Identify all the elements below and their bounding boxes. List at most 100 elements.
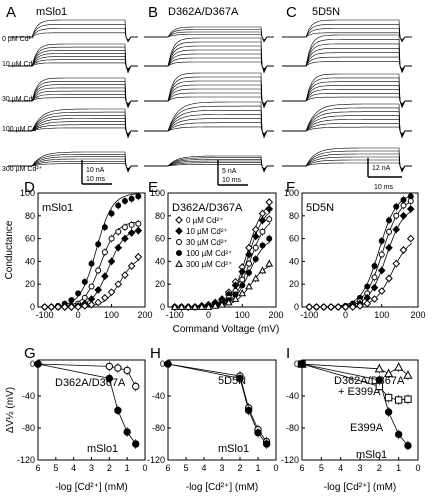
scale-time-c: 10 ms [374, 184, 394, 191]
trace-0-0-3 [8, 19, 138, 43]
legend-marker-0 [175, 216, 183, 224]
trace-0-2-6 [8, 77, 138, 109]
trace-1-3-6 [144, 101, 274, 139]
trace-1-3-0 [144, 126, 274, 135]
trace-0-2-2 [8, 90, 138, 106]
point-e-4-6 [211, 301, 220, 309]
point-f-3-8 [363, 299, 372, 308]
x-axis-label-g: -log [Cd²⁺] (mM) [55, 482, 128, 493]
trace-1-2-6 [144, 72, 274, 109]
point-d-0-11 [115, 228, 122, 235]
point-d-3-7 [87, 300, 96, 309]
series-line-i-0 [301, 363, 409, 376]
xtick-label-i-0: 6 [299, 463, 304, 473]
point-d-0-9 [101, 249, 108, 256]
series-label-i-1: E399A [350, 422, 384, 434]
ytick-label-d-2: 40 [25, 256, 35, 266]
point-e-2-12 [252, 244, 259, 251]
trace-2-4-5 [282, 147, 412, 173]
point-e-2-10 [239, 276, 246, 283]
legend-label-1: 10 µM Cd²⁺ [186, 227, 228, 236]
point-f-2-12 [392, 225, 401, 234]
fit-curve-f-2 [302, 210, 413, 308]
point-g-0-1 [105, 362, 114, 371]
ytick-label-i-3: -120 [281, 455, 299, 465]
trace-0-4-0 [8, 163, 138, 170]
point-e-2-14 [266, 216, 273, 223]
point-e-4-5 [204, 302, 213, 310]
point-g-1-3 [123, 428, 131, 436]
point-d-0-13 [128, 221, 135, 228]
scale-bar-b: 5 nA 10 ms [217, 160, 248, 186]
xtick-label-g-3: 3 [89, 463, 94, 473]
point-d-3-14 [134, 253, 143, 261]
point-d-2-12 [121, 197, 128, 204]
point-d-0-10 [108, 235, 115, 242]
trace-2-1-3 [282, 48, 412, 72]
x-axis-label-i: -log [Cd²⁺] (mM) [324, 482, 397, 493]
x-axis-label-e: Command Voltage (mV) [173, 324, 280, 335]
xtick-label-d-1: 0 [76, 310, 81, 320]
ytick-label-f-4: 80 [289, 211, 299, 221]
condition-label-4: 300 µM Cd²⁺ [2, 166, 43, 173]
point-e-1-10 [238, 267, 247, 276]
xtick-label-i-3: 3 [357, 463, 362, 473]
xtick-label-e-3: 200 [268, 310, 283, 320]
point-e-1-12 [251, 232, 260, 241]
ytick-label-d-1: 20 [25, 279, 35, 289]
trace-2-4-3 [282, 153, 412, 172]
ytick-label-d-4: 80 [25, 211, 35, 221]
scale-time-b: 10 ms [222, 177, 242, 184]
ytick-label-h-0: 0 [160, 359, 165, 369]
legend-marker-2 [176, 239, 182, 245]
point-d-0-12 [121, 224, 128, 231]
point-f-1-12 [393, 212, 400, 219]
series-label-i-0: D362A/D367A + E399A [334, 375, 405, 398]
point-d-3-0 [40, 303, 49, 311]
point-e-3-11 [246, 269, 252, 276]
xtick-label-f-3: 200 [410, 310, 425, 320]
trace-2-2-5 [282, 77, 412, 108]
point-d-3-13 [127, 262, 136, 270]
point-i-0-3 [393, 362, 404, 371]
ytick-label-e-4: 80 [155, 211, 165, 221]
ytick-label-i-0: 0 [294, 359, 299, 369]
panel-letter-d: D [24, 179, 35, 196]
point-d-1-11 [114, 243, 123, 252]
point-d-3-5 [74, 303, 82, 311]
point-g-1-2 [114, 406, 122, 415]
xtick-label-f-0: -100 [300, 310, 318, 320]
trace-1-3-4 [144, 110, 274, 138]
ytick-label-e-5: 100 [150, 188, 165, 198]
scale-current-c: 12 nA [372, 165, 391, 172]
point-g-1-1 [105, 374, 114, 383]
point-i-0-1 [374, 363, 385, 373]
point-g-0-4 [132, 382, 140, 391]
point-e-4-4 [197, 302, 206, 310]
trace-0-3-1 [8, 124, 138, 136]
trace-1-1-4 [144, 45, 274, 73]
trace-0-3-4 [8, 115, 138, 138]
xtick-label-i-6: 0 [415, 463, 420, 473]
point-g-1-4 [132, 440, 140, 448]
point-f-2-13 [399, 211, 408, 220]
point-f-3-6 [348, 303, 357, 311]
point-d-3-8 [94, 298, 103, 307]
ytick-label-f-3: 60 [289, 234, 299, 244]
trace-0-2-4 [8, 84, 138, 108]
xtick-label-e-2: 100 [235, 310, 250, 320]
trace-1-3-3 [144, 114, 274, 137]
point-e-4-1 [177, 302, 186, 310]
point-f-3-11 [385, 274, 393, 283]
point-h-1-3 [254, 429, 262, 437]
point-i-1-2 [384, 393, 393, 402]
point-i-2-0 [298, 360, 306, 368]
point-e-0-14 [265, 198, 274, 206]
point-e-4-11 [245, 282, 253, 290]
point-f-3-3 [327, 303, 335, 311]
point-e-1-14 [265, 205, 274, 213]
point-d-3-2 [54, 303, 62, 311]
point-d-1-9 [101, 272, 109, 281]
point-h-1-4 [262, 440, 271, 448]
